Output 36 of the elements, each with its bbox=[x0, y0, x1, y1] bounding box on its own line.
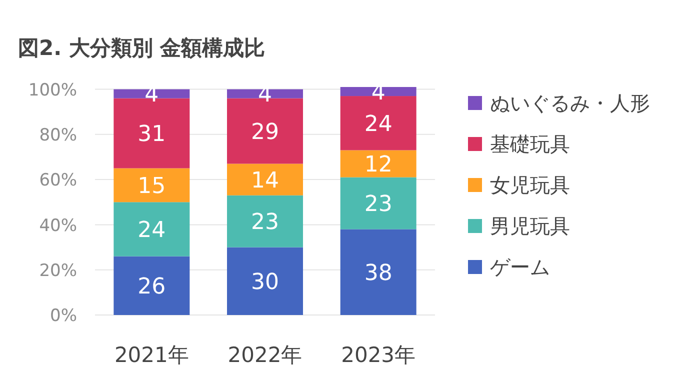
bar bbox=[340, 229, 416, 315]
data-label: 23 bbox=[251, 210, 279, 236]
bar bbox=[114, 202, 190, 256]
x-tick-label: 2021年 bbox=[114, 343, 189, 367]
y-tick-label: 0% bbox=[50, 306, 77, 326]
data-label: 29 bbox=[251, 120, 279, 145]
x-tick-label: 2022年 bbox=[228, 343, 302, 367]
bar bbox=[340, 177, 416, 230]
data-label: 26 bbox=[138, 274, 166, 300]
legend-label: 基礎玩具 bbox=[490, 132, 570, 156]
data-label: 15 bbox=[138, 174, 166, 200]
y-tick-label: 60% bbox=[39, 170, 77, 191]
legend-label: 女児玩具 bbox=[490, 173, 570, 198]
legend-label: 男児玩具 bbox=[490, 214, 570, 238]
data-label: 24 bbox=[138, 218, 166, 244]
data-label: 12 bbox=[364, 152, 392, 178]
bar bbox=[114, 168, 190, 202]
data-label: 24 bbox=[364, 112, 392, 138]
y-tick-label: 20% bbox=[39, 260, 77, 281]
bar bbox=[227, 164, 303, 196]
y-tick-label: 100% bbox=[28, 80, 77, 100]
chart-title: 図2. 大分類別 金額構成比 bbox=[18, 36, 266, 60]
data-label: 14 bbox=[251, 168, 279, 194]
data-label: 38 bbox=[364, 261, 392, 286]
y-tick-label: 80% bbox=[39, 126, 77, 146]
x-tick-label: 2023年 bbox=[341, 343, 416, 367]
data-label: 30 bbox=[251, 270, 279, 296]
bar bbox=[340, 150, 416, 178]
data-label: 23 bbox=[364, 192, 392, 218]
bar bbox=[114, 256, 190, 315]
bar bbox=[227, 195, 303, 248]
data-label: 31 bbox=[138, 122, 166, 148]
legend-label: ゲーム bbox=[490, 255, 550, 280]
y-tick-label: 40% bbox=[39, 216, 77, 236]
legend-label: ぬいぐるみ・人形 bbox=[490, 91, 650, 116]
bar bbox=[227, 247, 303, 315]
